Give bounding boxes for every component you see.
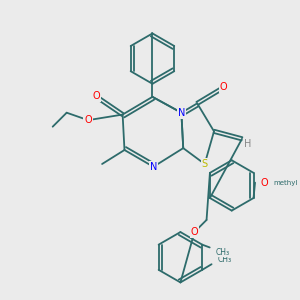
- Text: O: O: [190, 227, 198, 237]
- Text: O: O: [220, 82, 227, 92]
- Text: N: N: [178, 108, 185, 118]
- Text: H: H: [244, 140, 251, 149]
- Text: O: O: [84, 115, 92, 125]
- Text: N: N: [150, 162, 157, 172]
- Text: O: O: [93, 91, 100, 101]
- Text: S: S: [202, 159, 208, 169]
- Text: methyl: methyl: [274, 180, 298, 186]
- Text: O: O: [260, 178, 268, 188]
- Text: CH₃: CH₃: [216, 248, 230, 256]
- Text: CH₃: CH₃: [218, 255, 232, 264]
